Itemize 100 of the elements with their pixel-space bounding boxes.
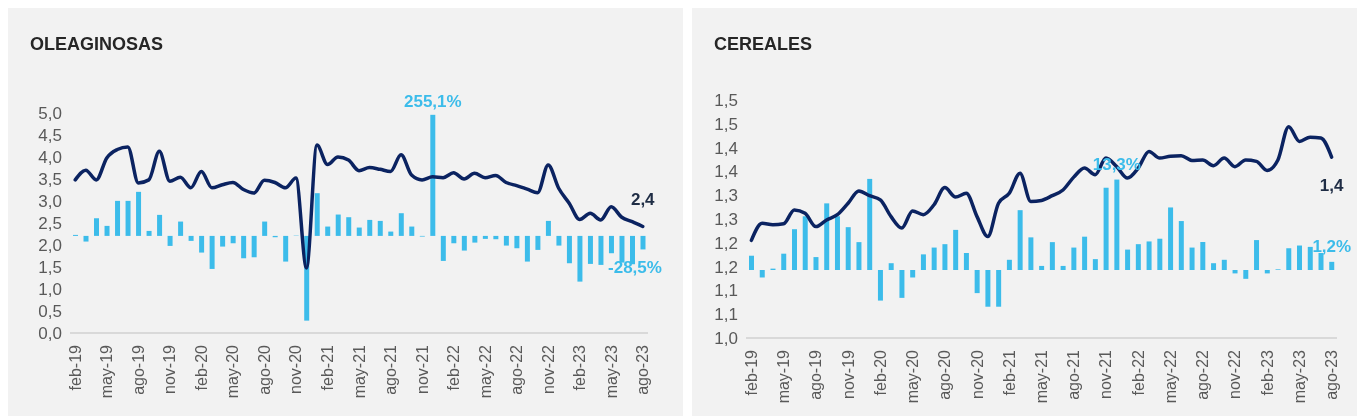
bar xyxy=(346,217,352,236)
y-tick-label: 1,0 xyxy=(714,329,738,349)
bar xyxy=(1125,249,1131,270)
bar xyxy=(1297,245,1303,270)
x-tick-label: nov-21 xyxy=(413,344,431,394)
y-tick-label: 1,2 xyxy=(714,233,738,253)
bar xyxy=(1221,259,1227,270)
bar xyxy=(931,247,937,270)
y-tick-label: 1,2 xyxy=(714,257,738,277)
bar xyxy=(377,220,383,236)
y-tick-label: 5,0 xyxy=(38,104,62,124)
bar xyxy=(136,191,142,236)
bar xyxy=(325,226,331,236)
x-tick-label: may-20 xyxy=(224,344,242,399)
x-tick-label: may-22 xyxy=(476,344,494,399)
y-tick-label: 1,0 xyxy=(38,280,62,300)
bar xyxy=(398,213,404,236)
bar xyxy=(283,235,289,262)
bar xyxy=(220,235,226,247)
chart-title: OLEAGINOSAS xyxy=(30,34,164,55)
y-tick-label: 1,3 xyxy=(714,210,738,230)
bar xyxy=(577,235,583,282)
x-tick-label: may-23 xyxy=(602,344,620,399)
bar xyxy=(996,270,1002,307)
y-tick-label: 2,5 xyxy=(38,214,62,234)
y-tick-label: 1,5 xyxy=(714,114,738,134)
bar xyxy=(199,235,205,253)
bar xyxy=(167,235,173,246)
x-tick-label: feb-22 xyxy=(1129,349,1147,396)
x-tick-label: ago-19 xyxy=(807,349,825,400)
data-label: 255,1% xyxy=(403,91,462,111)
bar xyxy=(1049,242,1055,270)
bar xyxy=(146,230,152,236)
bar xyxy=(388,231,394,236)
x-tick-label: ago-21 xyxy=(382,344,400,395)
bar xyxy=(824,203,830,270)
y-tick-label: 1,1 xyxy=(714,305,738,325)
bar xyxy=(1028,237,1034,270)
x-tick-label: ago-23 xyxy=(634,344,652,395)
bar xyxy=(1103,187,1109,270)
y-tick-label: 1,4 xyxy=(714,162,738,182)
bar xyxy=(1189,247,1195,270)
x-tick-label: feb-23 xyxy=(571,344,589,391)
bar xyxy=(524,235,530,262)
bar xyxy=(1017,210,1023,270)
y-tick-label: 2,0 xyxy=(38,236,62,256)
x-tick-label: feb-21 xyxy=(318,344,336,391)
bar xyxy=(556,235,562,246)
bar xyxy=(314,193,320,236)
y-tick-label: 0,0 xyxy=(38,324,62,344)
x-tick-label: may-21 xyxy=(1033,349,1050,404)
data-label: 2,4 xyxy=(630,189,656,209)
bar xyxy=(440,235,446,261)
bar xyxy=(188,235,194,241)
bar xyxy=(1114,179,1120,270)
bar xyxy=(367,219,373,236)
bar xyxy=(1200,242,1206,270)
bar xyxy=(115,200,121,236)
bar xyxy=(985,270,991,307)
bar xyxy=(83,235,89,242)
y-tick-label: 1,3 xyxy=(714,186,738,206)
bar xyxy=(482,235,488,239)
x-tick-label: may-21 xyxy=(350,344,368,399)
y-tick-label: 4,0 xyxy=(38,148,62,168)
x-tick-label: nov-20 xyxy=(968,349,986,399)
bar xyxy=(1157,238,1163,270)
chart-title: CEREALES xyxy=(714,34,813,55)
bar xyxy=(1211,263,1217,270)
bar xyxy=(920,254,926,270)
bar xyxy=(845,227,851,270)
x-tick-label: feb-21 xyxy=(1000,349,1018,396)
x-tick-label: ago-20 xyxy=(255,344,273,395)
y-tick-label: 0,5 xyxy=(38,302,62,322)
bar xyxy=(598,235,604,265)
data-label: 1,4 xyxy=(1319,176,1344,196)
bar xyxy=(1071,247,1077,270)
bar xyxy=(356,227,362,236)
bar xyxy=(888,263,894,270)
x-tick-label: ago-21 xyxy=(1065,349,1083,400)
data-label: 1,2% xyxy=(1312,236,1352,256)
bar xyxy=(1178,221,1184,270)
x-tick-label: ago-23 xyxy=(1323,349,1341,400)
bar xyxy=(1006,259,1012,270)
bar xyxy=(802,216,808,270)
bar xyxy=(209,235,215,269)
bar xyxy=(535,235,541,250)
bar xyxy=(1092,259,1098,270)
x-tick-label: ago-22 xyxy=(1194,349,1212,400)
x-tick-label: may-22 xyxy=(1161,349,1179,404)
bar xyxy=(94,218,100,236)
bar xyxy=(759,270,765,278)
bar xyxy=(608,235,614,254)
bar xyxy=(1318,253,1324,270)
x-tick-label: may-19 xyxy=(98,344,116,399)
x-tick-label: nov-22 xyxy=(539,344,557,394)
bar xyxy=(230,235,236,244)
bar xyxy=(953,229,959,270)
bar xyxy=(503,235,509,246)
bar xyxy=(566,235,572,264)
bar xyxy=(749,255,754,270)
